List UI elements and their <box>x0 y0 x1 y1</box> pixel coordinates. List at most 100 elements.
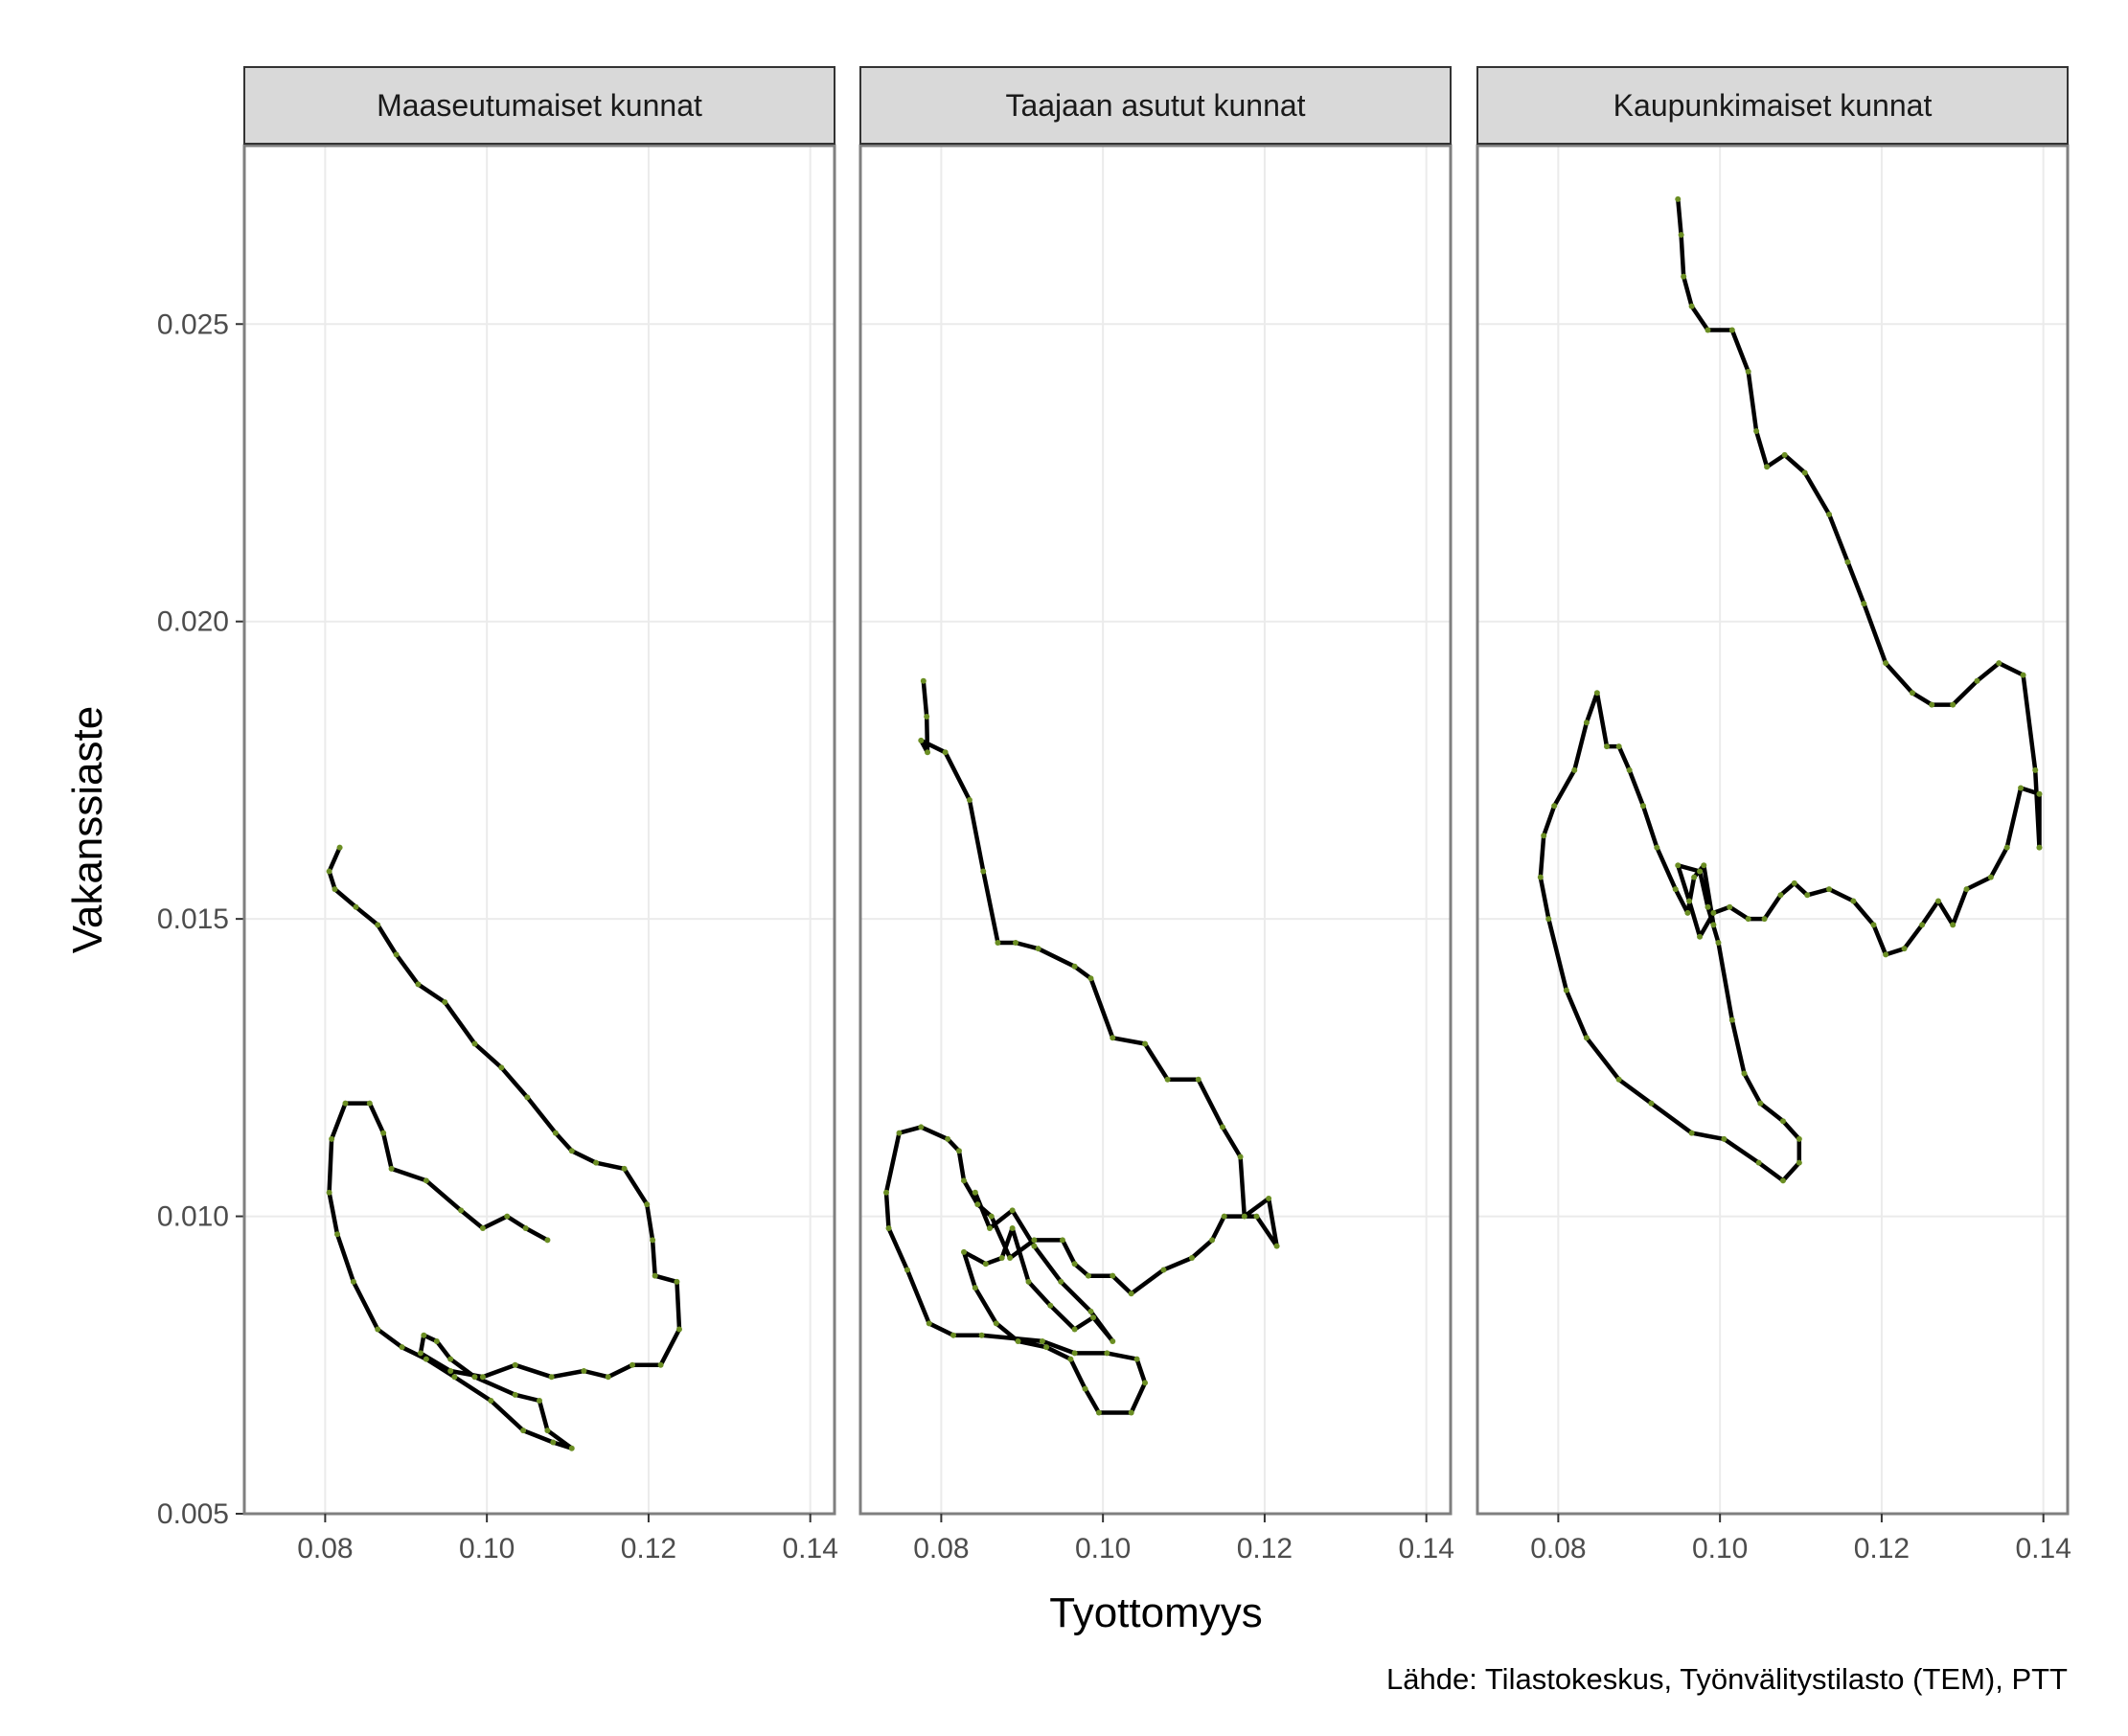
data-point <box>524 1094 531 1101</box>
data-point <box>1142 1380 1149 1386</box>
facet-panel: Kaupunkimaiset kunnat 0.08 0.10 0.12 0.14 <box>1476 66 2071 1565</box>
data-point <box>1237 1154 1244 1160</box>
data-point <box>1987 874 1994 880</box>
data-point <box>1901 946 1908 952</box>
data-point <box>544 1237 551 1244</box>
data-point <box>479 1224 486 1231</box>
data-point <box>1950 701 1956 708</box>
data-point <box>498 1064 505 1071</box>
facet-strip-label: Kaupunkimaiset kunnat <box>1613 88 1933 123</box>
data-point <box>1013 939 1019 946</box>
data-point <box>2018 785 2025 791</box>
data-point <box>326 1189 332 1196</box>
data-point <box>1929 701 1935 708</box>
data-point <box>1615 1076 1622 1083</box>
data-point <box>1963 886 1970 893</box>
data-point <box>1164 1076 1171 1083</box>
x-tick-label: 0.14 <box>782 1533 837 1565</box>
data-point <box>1571 766 1578 773</box>
data-point <box>1688 303 1695 309</box>
data-point <box>471 1040 478 1047</box>
data-point <box>447 1356 454 1362</box>
data-point <box>920 677 927 684</box>
data-point <box>1090 1314 1097 1321</box>
data-point <box>1779 1177 1786 1184</box>
data-point <box>423 1177 429 1184</box>
data-point <box>548 1374 555 1381</box>
data-point <box>1058 1278 1064 1285</box>
data-point <box>1110 1337 1116 1344</box>
x-tick-label: 0.10 <box>1692 1533 1748 1565</box>
y-axis: 0.005 0.010 0.015 0.020 0.025 <box>157 308 244 1530</box>
data-point <box>1678 232 1684 239</box>
data-point <box>1761 916 1768 923</box>
x-tick-label: 0.08 <box>1530 1533 1586 1565</box>
data-point <box>1188 1255 1195 1262</box>
data-point <box>1085 1272 1091 1279</box>
data-point <box>1791 879 1797 886</box>
data-point <box>1142 1040 1149 1047</box>
data-point <box>375 1326 381 1333</box>
data-point <box>1110 1272 1116 1279</box>
data-point <box>1537 874 1544 880</box>
facet-strip-label: Maaseutumaiset kunnat <box>377 88 702 123</box>
data-point <box>504 1213 511 1220</box>
data-point <box>421 1332 427 1338</box>
data-point <box>896 1130 903 1136</box>
data-point <box>1883 951 1889 958</box>
data-point <box>581 1367 587 1374</box>
data-point <box>1705 903 1711 910</box>
data-point <box>442 999 448 1006</box>
data-point <box>488 1398 494 1405</box>
data-point <box>1974 677 1980 684</box>
data-point <box>1604 743 1611 750</box>
data-point <box>1067 1356 1074 1362</box>
data-point <box>593 1159 600 1166</box>
data-point <box>1701 862 1707 869</box>
facet-strip <box>859 66 1452 145</box>
data-point <box>1745 916 1751 923</box>
data-point <box>2003 844 2010 851</box>
data-point <box>1826 886 1833 893</box>
data-point <box>1253 1213 1260 1220</box>
data-point <box>644 1201 651 1208</box>
data-point <box>675 1326 682 1333</box>
data-point <box>1919 922 1926 928</box>
data-point <box>1209 1237 1216 1244</box>
series-line <box>327 845 682 1450</box>
x-tick-label: 0.08 <box>297 1533 353 1565</box>
data-point <box>918 737 925 743</box>
data-point <box>342 1100 349 1107</box>
data-point <box>1686 898 1693 904</box>
data-point <box>366 1100 373 1107</box>
data-point <box>1909 690 1915 697</box>
data-point <box>1082 1385 1088 1392</box>
data-point <box>650 1237 656 1244</box>
data-point <box>1672 886 1679 893</box>
data-point <box>479 1374 486 1381</box>
data-point <box>1681 273 1687 280</box>
data-point <box>1009 1224 1016 1231</box>
data-point <box>1031 1237 1038 1244</box>
data-point <box>1071 963 1078 970</box>
data-point <box>447 1367 454 1374</box>
data-point <box>350 1278 356 1285</box>
data-point <box>1710 922 1717 928</box>
data-point <box>904 1267 910 1273</box>
data-point <box>993 1320 999 1327</box>
data-point <box>1826 511 1833 517</box>
data-point <box>1039 1337 1045 1344</box>
data-point <box>1071 1350 1078 1357</box>
x-tick-label: 0.12 <box>621 1533 676 1565</box>
data-point <box>1071 1326 1078 1333</box>
data-point <box>458 1207 465 1214</box>
data-point <box>925 749 931 756</box>
data-point <box>1755 1159 1762 1166</box>
data-point <box>1241 1213 1247 1220</box>
data-point <box>1220 1124 1226 1131</box>
series-line <box>1538 196 2042 1183</box>
data-point <box>417 1350 423 1357</box>
data-point <box>885 1224 892 1231</box>
data-point <box>1563 987 1569 994</box>
